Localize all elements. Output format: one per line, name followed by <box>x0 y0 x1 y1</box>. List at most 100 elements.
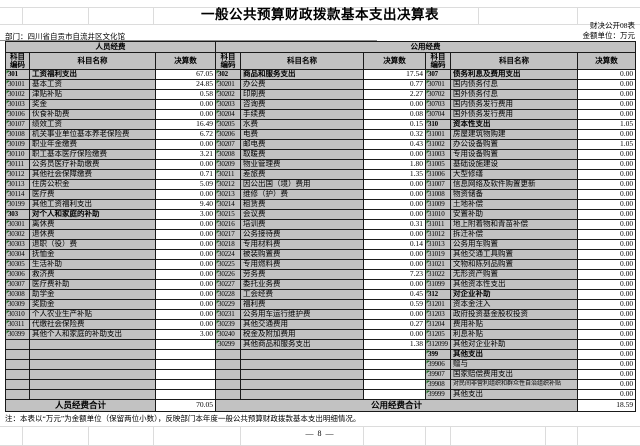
table-row: 30301 离休费 0.00 30216 培训费 0.31 31011 地上附着物和青苗补偿 0… <box>5 219 637 230</box>
amount-cell: 0.00 <box>363 329 427 340</box>
amount-cell: 0.00 <box>154 159 217 170</box>
subject-name-cell: 租赁费 <box>240 199 365 210</box>
subject-code-cell: 30704 <box>425 109 452 120</box>
amount-cell: 0.00 <box>577 339 637 350</box>
subject-name-cell <box>29 369 156 380</box>
subject-name-cell: 物业管理费 <box>240 159 365 170</box>
amount-cell: 0.00 <box>577 209 637 220</box>
subject-name-cell: 因公出国（境）费用 <box>240 179 365 190</box>
department-underline <box>0 40 377 41</box>
amount-cell: 0.00 <box>577 129 637 140</box>
amount-cell: 0.00 <box>154 249 217 260</box>
subject-name-cell <box>240 359 365 370</box>
footnote: 注：本表以“万元”为金额单位（保留两位小数），反映部门本年度一般公共预算财政拨款… <box>5 414 361 423</box>
subject-name-cell: 税金及附加费用 <box>240 329 365 340</box>
amount-cell: 0.00 <box>577 99 637 110</box>
subject-name-cell: 劳务费 <box>240 269 365 280</box>
amount-cell: 0.14 <box>363 239 427 250</box>
subject-code-cell: 30311 <box>5 319 30 330</box>
subject-name-cell: 赠与 <box>450 359 579 370</box>
subject-code-cell: 31021 <box>425 259 452 270</box>
amount-cell: 0.00 <box>154 309 217 320</box>
amount-cell: 0.00 <box>154 259 217 270</box>
subject-code-cell <box>215 389 242 400</box>
subject-code-cell: 30703 <box>425 99 452 110</box>
group-header-cell: 公用经费 <box>215 41 637 53</box>
table-row: 39908 对民间非营利组织和群众性自治组织补贴 0.00 <box>5 379 637 390</box>
subject-name-cell: 其他个人和家庭的补助支出 <box>29 329 156 340</box>
amount-cell: 0.00 <box>154 189 217 200</box>
subject-code-cell <box>5 369 30 380</box>
subject-code-cell: 30204 <box>215 109 242 120</box>
subject-code-cell <box>5 349 30 360</box>
table-row: 30102 津贴补贴 0.58 30202 印刷费 2.27 30702 国外债务付息 0.00 <box>5 89 637 100</box>
amount-cell <box>154 389 217 400</box>
subject-code-cell: 30207 <box>215 139 242 150</box>
amount-cell: 1.05 <box>577 139 637 150</box>
subject-name-cell: 职业年金缴费 <box>29 139 156 150</box>
subject-name-cell: 大型修缮 <box>450 169 579 180</box>
subject-code-cell: 30702 <box>425 89 452 100</box>
subject-code-cell: 310 <box>425 119 452 130</box>
amount-cell: 0.32 <box>363 129 427 140</box>
subject-code-cell: 31019 <box>425 249 452 260</box>
subject-code-cell: 31012 <box>425 229 452 240</box>
subject-name-cell: 其他工资福利支出 <box>29 199 156 210</box>
amount-cell: 0.00 <box>154 139 217 150</box>
amount-cell: 9.40 <box>154 199 217 210</box>
subject-code-cell: 30301 <box>5 219 30 230</box>
subject-code-cell: 30239 <box>215 319 242 330</box>
subject-name-cell: 办公设备购置 <box>450 139 579 150</box>
subject-name-cell: 对企业补助 <box>450 289 579 300</box>
amount-cell: 0.00 <box>363 179 427 190</box>
subject-code-cell: 312 <box>425 289 452 300</box>
subject-code-cell: 30303 <box>5 239 30 250</box>
amount-cell: 0.00 <box>577 189 637 200</box>
subject-name-cell: 手续费 <box>240 109 365 120</box>
subject-code-cell: 30108 <box>5 129 30 140</box>
amount-cell: 0.58 <box>154 89 217 100</box>
amount-cell: 0.00 <box>154 219 217 230</box>
subject-name-cell: 电费 <box>240 129 365 140</box>
subject-code-cell: 30203 <box>215 99 242 110</box>
table-row: 39999 其他支出 0.00 <box>5 389 637 400</box>
amount-cell: 3.00 <box>154 329 217 340</box>
subject-code-cell: 31008 <box>425 189 452 200</box>
subject-code-cell: 31002 <box>425 139 452 150</box>
table-row: 30307 医疗费补助 0.00 30227 委托业务费 0.00 31099 其他资本性支出… <box>5 279 637 290</box>
subject-code-cell: 30307 <box>5 279 30 290</box>
table-row: 30114 医疗费 0.00 30213 维修（护）费 0.00 31008 物资储备 0.00 <box>5 189 637 200</box>
amount-cell: 0.00 <box>577 249 637 260</box>
subject-code-cell <box>5 359 30 370</box>
background-gridline <box>153 426 154 445</box>
subject-name-cell: 文物和陈列品购置 <box>450 259 579 270</box>
amount-cell: 0.27 <box>363 319 427 330</box>
amount-cell: 67.05 <box>154 69 217 80</box>
subject-code-cell: 39999 <box>425 389 452 400</box>
amount-cell: 1.05 <box>577 119 637 130</box>
subject-name-cell: 无形资产购置 <box>450 269 579 280</box>
amount-cell <box>154 349 217 360</box>
subject-name-cell: 工资福利支出 <box>29 69 156 80</box>
background-gridline <box>425 426 426 445</box>
table-row: 303 对个人和家庭的补助 3.00 30215 会议费 0.00 31010 安置补助 0.0… <box>5 209 637 220</box>
amount-cell: 0.00 <box>577 349 637 360</box>
table-row: 人员经费 公用经费 <box>4 41 637 53</box>
subject-name-cell: 拆迁补偿 <box>450 229 579 240</box>
amount-cell: 0.00 <box>577 149 637 160</box>
amount-cell: 0.00 <box>363 99 427 110</box>
subject-code-cell: 30399 <box>5 329 30 340</box>
subject-name-cell: 专用材料费 <box>240 239 365 250</box>
table-row: 30302 退休费 0.00 30217 公务接待费 0.00 31012 拆迁补偿 0.00 <box>5 229 637 240</box>
amount-cell: 0.00 <box>154 239 217 250</box>
amount-cell: 0.00 <box>577 359 637 370</box>
amount-cell: 16.49 <box>154 119 217 130</box>
amount-cell: 0.00 <box>363 309 427 320</box>
column-header-cell: 科目编码 <box>215 52 242 70</box>
subject-name-cell: 医疗费 <box>29 189 156 200</box>
amount-cell <box>154 339 217 350</box>
subject-name-cell: 公务接待费 <box>240 229 365 240</box>
subject-name-cell: 房屋建筑物购建 <box>450 129 579 140</box>
subject-code-cell: 31006 <box>425 169 452 180</box>
subject-name-cell: 物资储备 <box>450 189 579 200</box>
